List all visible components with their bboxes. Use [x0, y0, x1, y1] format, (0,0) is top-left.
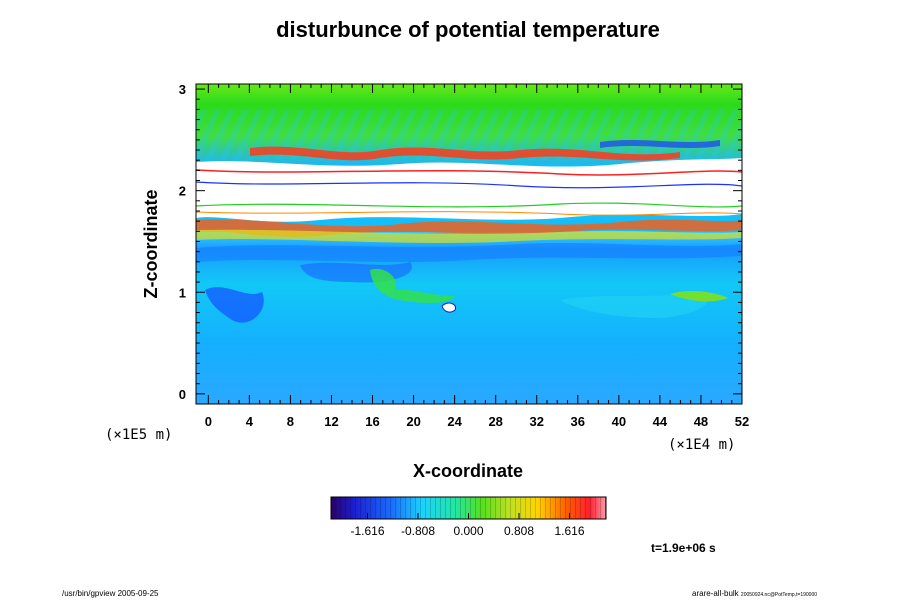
y-unit-label: (×1E5 m) [105, 427, 172, 443]
y-tick-label: 3 [179, 82, 186, 97]
y-axis-title: Z-coordinate [141, 189, 161, 298]
x-tick-label: 16 [365, 414, 379, 429]
x-tick-label: 28 [488, 414, 502, 429]
x-tick-label: 4 [246, 414, 254, 429]
x-axis-title: X-coordinate [413, 461, 523, 481]
dark-streak-lower [196, 243, 742, 262]
colorbar-tick-label: -0.808 [401, 524, 435, 538]
white-swirl [441, 302, 457, 313]
plot-frame [195, 83, 743, 405]
x-tick-label: 0 [205, 414, 212, 429]
field-plot-area [196, 84, 742, 404]
x-tick-label: 24 [447, 414, 462, 429]
x-tick-label: 20 [406, 414, 420, 429]
x-tick-label: 48 [694, 414, 708, 429]
x-unit-label: (×1E4 m) [668, 437, 735, 453]
footer-right-main: arare-all-bulk [692, 589, 740, 598]
colorbar: -1.616 -0.808 0.000 0.808 1.616 [330, 496, 607, 538]
green-patch-right [670, 291, 728, 302]
colorbar-tick-label: 1.616 [554, 524, 584, 538]
colorbar-tick-label: 0.808 [504, 524, 534, 538]
blue-streak-upper [600, 140, 720, 148]
x-tick-label: 40 [612, 414, 626, 429]
colorbar-ticks: -1.616 -0.808 0.000 0.808 1.616 [350, 513, 585, 538]
y-tick-label: 0 [179, 387, 186, 402]
yellow-streak [196, 229, 742, 243]
footer-right: arare-all-bulk 20050924.nc@PotTemp,t=190… [692, 589, 817, 598]
colorbar-tick-label: 0.000 [453, 524, 483, 538]
thin-lines-4 [196, 211, 742, 216]
red-streak-upper [250, 146, 680, 161]
x-tick-label: 8 [287, 414, 294, 429]
footer-right-small: 20050924.nc@PotTemp,t=190000 [741, 592, 817, 598]
x-tick-label: 32 [530, 414, 544, 429]
x-tick-label: 36 [571, 414, 585, 429]
y-tick-label: 2 [179, 184, 186, 199]
cyan-patch-right [560, 292, 708, 318]
x-tick-label: 12 [324, 414, 338, 429]
footer-left: /usr/bin/gpview 2005-09-25 [62, 589, 159, 598]
x-tick-label: 44 [653, 414, 668, 429]
green-plume [370, 268, 455, 303]
thin-lines-1 [196, 169, 742, 176]
chart-title: disturbunce of potential temperature [276, 17, 660, 42]
lower-band [196, 232, 742, 404]
x-tick-label: 52 [735, 414, 749, 429]
thin-lines-3 [196, 202, 742, 208]
colorbar-tick-label: -1.616 [350, 524, 384, 538]
dark-eddy-left [205, 287, 264, 323]
thin-lines-2 [196, 181, 742, 189]
time-label: t=1.9e+06 s [651, 541, 716, 555]
y-tick-label: 1 [179, 285, 186, 300]
undefined-region [196, 158, 742, 222]
colorbar-stripes [331, 497, 606, 519]
